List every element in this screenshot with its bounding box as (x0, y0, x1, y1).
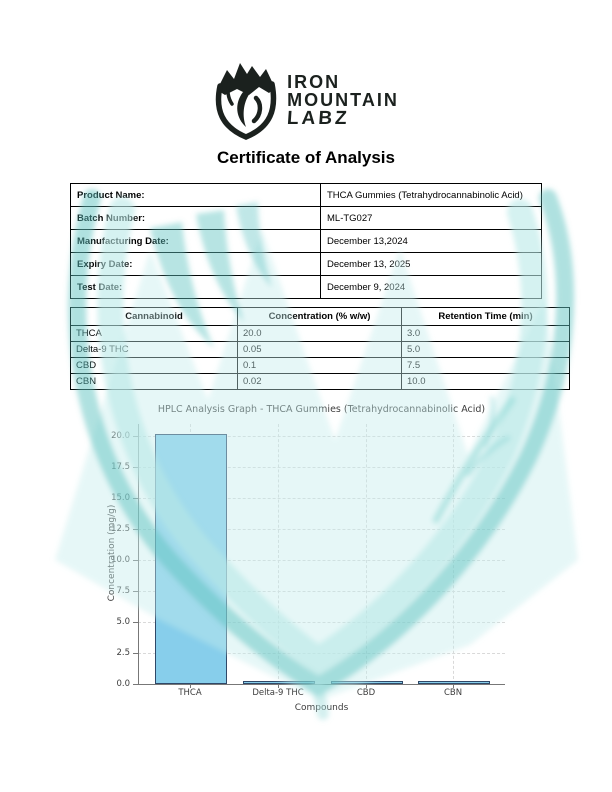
table-row: Product Name: THCA Gummies (Tetrahydroca… (70, 183, 542, 207)
info-label: Test Date: (70, 275, 321, 299)
table-row: Delta-9 THC 0.05 5.0 (70, 341, 570, 358)
y-tick-mark (133, 529, 138, 530)
info-label: Product Name: (70, 183, 321, 207)
table-row: THCA 20.0 3.0 (70, 325, 570, 342)
gridline (453, 424, 454, 684)
y-tick-mark (133, 591, 138, 592)
y-tick-label: 12.5 (111, 524, 130, 534)
gridline (278, 424, 279, 684)
info-value: ML-TG027 (320, 206, 542, 230)
column-header: Retention Time (min) (401, 307, 570, 326)
info-label: Manufacturing Date: (70, 229, 321, 253)
y-tick-mark (133, 684, 138, 685)
cell-retention: 3.0 (401, 325, 570, 342)
info-value: December 9, 2024 (320, 275, 542, 299)
cell-retention: 10.0 (401, 373, 570, 390)
y-tick-label: 20.0 (111, 431, 130, 441)
cannabinoid-results-table: Cannabinoid Concentration (% w/w) Retent… (70, 307, 570, 390)
cell-cannabinoid: THCA (70, 325, 238, 342)
table-row: Batch Number: ML-TG027 (70, 206, 542, 230)
y-tick-label: 17.5 (111, 462, 130, 472)
hplc-bar-chart: HPLC Analysis Graph - THCA Gummies (Tetr… (0, 396, 612, 726)
page-title: Certificate of Analysis (217, 148, 395, 167)
table-row: Manufacturing Date: December 13,2024 (70, 229, 542, 253)
cell-cannabinoid: Delta-9 THC (70, 341, 238, 358)
y-tick-mark (133, 467, 138, 468)
x-tick-label: CBN (443, 688, 463, 698)
info-value: December 13,2024 (320, 229, 542, 253)
mountain-shield-icon (215, 63, 277, 140)
cell-cannabinoid: CBD (70, 357, 238, 374)
cell-cannabinoid: CBN (70, 373, 238, 390)
brand-word-iron: IRON (287, 71, 341, 92)
brand-word-mountain: MOUNTAIN (287, 89, 399, 110)
column-header: Concentration (% w/w) (237, 307, 402, 326)
column-header: Cannabinoid (70, 307, 238, 326)
y-tick-label: 5.0 (116, 617, 130, 627)
cell-concentration: 0.1 (237, 357, 402, 374)
y-tick-mark (133, 436, 138, 437)
y-tick-mark (133, 653, 138, 654)
cell-concentration: 20.0 (237, 325, 402, 342)
table-header-row: Cannabinoid Concentration (% w/w) Retent… (70, 307, 570, 326)
y-tick-mark (133, 498, 138, 499)
y-tick-label: 7.5 (116, 586, 130, 596)
table-row: CBN 0.02 10.0 (70, 373, 570, 390)
cell-retention: 7.5 (401, 357, 570, 374)
y-tick-mark (133, 622, 138, 623)
y-tick-label: 2.5 (116, 648, 130, 658)
x-axis-label: Compounds (294, 703, 349, 713)
plot-area (138, 424, 505, 684)
info-label: Batch Number: (70, 206, 321, 230)
x-tick-label: CBD (356, 688, 376, 698)
y-tick-label: 10.0 (111, 555, 130, 565)
bar-thca (155, 434, 227, 684)
y-tick-label: 0.0 (116, 679, 130, 689)
info-label: Expiry Date: (70, 252, 321, 276)
info-value: December 13, 2025 (320, 252, 542, 276)
y-tick-mark (133, 560, 138, 561)
cell-concentration: 0.02 (237, 373, 402, 390)
gridline (366, 424, 367, 684)
header: IRON MOUNTAIN LABZ Certificate of Analys… (0, 60, 612, 168)
brand-word-labz: LABZ (286, 107, 351, 129)
cell-retention: 5.0 (401, 341, 570, 358)
brand-logo: IRON MOUNTAIN LABZ (0, 60, 612, 140)
x-tick-label: THCA (178, 688, 202, 698)
info-value: THCA Gummies (Tetrahydrocannabinolic Aci… (320, 183, 542, 207)
chart-title: HPLC Analysis Graph - THCA Gummies (Tetr… (157, 404, 486, 415)
cell-concentration: 0.05 (237, 341, 402, 358)
table-row: Expiry Date: December 13, 2025 (70, 252, 542, 276)
table-row: CBD 0.1 7.5 (70, 357, 570, 374)
table-row: Test Date: December 9, 2024 (70, 275, 542, 299)
x-axis-line (138, 684, 505, 685)
x-tick-label: Delta-9 THC (252, 688, 304, 698)
y-tick-label: 15.0 (111, 493, 130, 503)
y-axis-line (138, 424, 139, 684)
brand-wordmark: IRON MOUNTAIN LABZ (286, 71, 399, 129)
product-info-table: Product Name: THCA Gummies (Tetrahydroca… (70, 183, 542, 299)
